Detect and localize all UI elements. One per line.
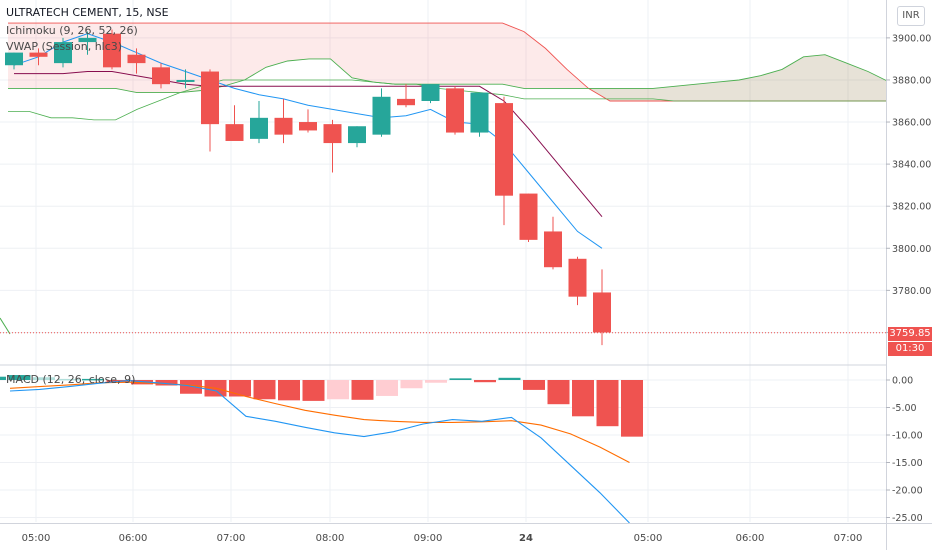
candle-body-13 <box>323 124 342 144</box>
candle-body-12 <box>299 122 317 131</box>
macd-hist-bar-24 <box>572 380 594 417</box>
candle-body-15 <box>372 96 391 135</box>
price-tick-label-5: 3860.00 <box>892 118 931 129</box>
vwap-legend[interactable]: VWAP (Session, hlc3) <box>6 40 123 53</box>
candle-body-1 <box>29 52 48 57</box>
macd-hist-bar-1 <box>8 375 31 380</box>
bar-countdown-tag: 01:30 <box>888 342 932 356</box>
time-tick-label-3: 08:00 <box>316 533 345 544</box>
candle-body-22 <box>544 231 562 268</box>
macd-pane <box>0 364 932 524</box>
time-tick-label-8: 07:00 <box>834 533 863 544</box>
candle-body-21 <box>519 193 538 240</box>
price-tick-label-4: 3840.00 <box>892 160 931 171</box>
candle-body-20 <box>495 103 513 196</box>
macd-tick-label-2: -10.00 <box>892 431 923 442</box>
macd-hist-bar-18 <box>425 380 447 383</box>
time-tick-label-0: 05:00 <box>22 533 51 544</box>
candle-body-8 <box>201 71 219 125</box>
macd-hist-bar-20 <box>474 380 496 383</box>
macd-line <box>9 380 630 524</box>
ichimoku-cloud <box>8 23 932 101</box>
last-price-tag: 3759.85 <box>888 327 932 341</box>
candle-body-0 <box>5 52 23 66</box>
macd-hist-bar-12 <box>278 380 300 401</box>
candle-body-16 <box>397 98 415 106</box>
macd-hist-bar-2 <box>33 377 55 380</box>
price-tick-label-6: 3880.00 <box>892 75 931 86</box>
price-axis-bg <box>886 0 932 550</box>
candle-body-17 <box>421 84 440 101</box>
candle-body-10 <box>250 117 268 139</box>
ichimoku-legend[interactable]: Ichimoku (9, 26, 52, 26) <box>6 24 138 37</box>
time-tick-label-6: 05:00 <box>634 533 663 544</box>
candle-body-23 <box>568 258 587 297</box>
lagging-span-line <box>8 79 932 121</box>
macd-hist-bar-13 <box>302 380 325 401</box>
macd-tick-label-3: -15.00 <box>892 458 923 469</box>
macd-hist-bar-19 <box>449 378 472 380</box>
symbol-title: ULTRATECH CEMENT, 15, NSE <box>6 6 169 19</box>
macd-hist-bar-17 <box>400 380 423 389</box>
macd-tick-label-5: -25.00 <box>892 513 923 524</box>
macd-hist-bar-23 <box>547 380 570 405</box>
macd-tick-label-1: -5.00 <box>892 403 917 414</box>
macd-tick-label-0: 0.00 <box>892 376 913 387</box>
macd-hist-bar-4 <box>82 378 104 381</box>
time-tick-label-1: 06:00 <box>119 533 148 544</box>
price-tick-label-7: 3900.00 <box>892 33 931 44</box>
macd-hist-bar-25 <box>596 380 619 427</box>
candle-body-11 <box>274 117 293 135</box>
macd-hist-bar-26 <box>621 380 643 437</box>
indicator-lines <box>0 22 932 335</box>
macd-legend[interactable]: MACD (12, 26, close, 9) <box>6 373 136 386</box>
macd-hist-bar-3 <box>57 378 80 381</box>
grid-lines <box>0 0 886 522</box>
time-tick-label-7: 06:00 <box>736 533 765 544</box>
candle-body-19 <box>470 92 489 133</box>
candle-body-7 <box>176 79 195 82</box>
candle-body-18 <box>446 88 464 133</box>
candles <box>5 29 611 346</box>
currency-button[interactable]: INR <box>897 6 925 26</box>
price-tick-label-1: 3780.00 <box>892 286 931 297</box>
macd-hist-bar-21 <box>498 377 521 380</box>
senkou-span-a-line <box>8 54 932 94</box>
time-tick-label-2: 07:00 <box>217 533 246 544</box>
candle-body-5 <box>127 54 146 64</box>
macd-tick-label-4: -20.00 <box>892 486 923 497</box>
candle-body-24 <box>593 292 611 333</box>
candle-body-9 <box>225 124 244 141</box>
macd-hist-bar-0 <box>0 376 6 380</box>
macd-hist-bar-7 <box>155 380 178 386</box>
price-tick-label-2: 3800.00 <box>892 244 931 255</box>
time-tick-label-4: 09:00 <box>414 533 443 544</box>
cloud-fill-bullish <box>8 23 932 101</box>
macd-hist-bar-14 <box>327 380 349 400</box>
macd-hist-bar-11 <box>253 380 276 400</box>
macd-hist-bar-15 <box>351 380 374 400</box>
macd-hist-bar-22 <box>523 380 545 390</box>
candle-body-4 <box>103 33 121 68</box>
candle-body-6 <box>152 67 170 85</box>
candle-body-3 <box>78 37 97 43</box>
price-tick-label-3: 3820.00 <box>892 202 931 213</box>
lagging-span-tail <box>0 317 11 335</box>
kijun-line <box>14 71 603 218</box>
candle-body-2 <box>54 42 72 64</box>
time-tick-label-5: 24 <box>519 533 533 544</box>
macd-hist-bar-16 <box>376 380 398 396</box>
candle-body-14 <box>348 126 366 144</box>
macd-hist-bar-8 <box>180 380 202 394</box>
macd-hist-bar-10 <box>229 380 251 397</box>
